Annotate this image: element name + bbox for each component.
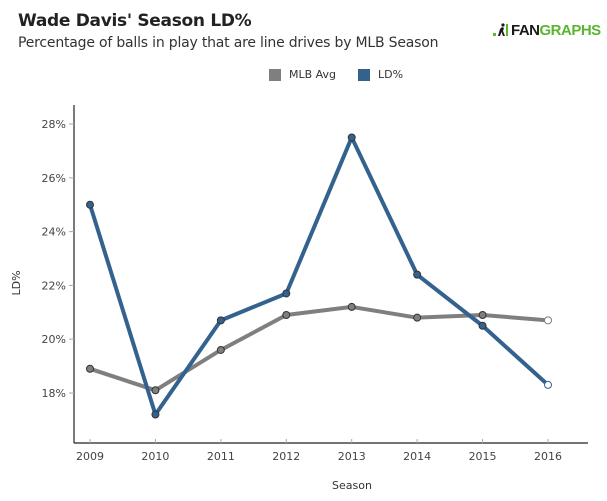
x-tick-label: 2010 [141, 450, 169, 463]
logo-text-fan: FAN [511, 21, 540, 39]
y-tick-label: 26% [42, 172, 66, 185]
x-tick-label: 2012 [272, 450, 300, 463]
x-tick-label: 2015 [469, 450, 497, 463]
data-point-ld [282, 289, 291, 298]
data-point-ld [544, 380, 552, 389]
data-point-ld [86, 200, 94, 209]
y-axis-label: LD% [10, 270, 23, 295]
series-line-ld [88, 135, 550, 417]
chart-subtitle: Percentage of balls in play that are lin… [18, 35, 439, 51]
data-point-mlb-avg [544, 316, 552, 325]
series-ld [86, 133, 552, 419]
x-axis-label: Season [332, 479, 372, 492]
chart-legend: MLB Avg LD% [269, 68, 425, 81]
y-tick-label: 28% [42, 118, 66, 131]
legend-label-ld: LD% [378, 68, 404, 81]
data-point-mlb-avg [151, 386, 160, 395]
x-tick-label: 2011 [207, 450, 235, 463]
data-point-mlb-avg [216, 345, 225, 354]
data-point-mlb-avg [478, 310, 487, 319]
legend-label-mlb-avg: MLB Avg [289, 68, 337, 81]
series-layer [86, 133, 552, 419]
data-point-ld [413, 270, 422, 279]
x-tick-label: 2013 [338, 450, 366, 463]
data-point-mlb-avg [413, 313, 422, 322]
series-mlb-avg [86, 302, 552, 395]
legend-swatch-ld [358, 68, 371, 81]
series-line-mlb-avg [88, 304, 550, 393]
x-tick-label: 2014 [403, 450, 431, 463]
axes: 18% 20% 22% 24% 26% 28% 2009 2010 2011 2012 2013 20… [42, 105, 588, 463]
legend-item-ld[interactable]: LD% [358, 68, 403, 81]
data-point-ld [347, 133, 356, 142]
x-tick-label: 2009 [76, 450, 104, 463]
data-point-ld [478, 321, 487, 330]
y-tick-label: 20% [42, 333, 66, 346]
logo-text-graphs: GRAPHS [539, 21, 602, 39]
y-tick-label: 22% [42, 279, 66, 292]
data-point-mlb-avg [86, 364, 94, 373]
data-point-mlb-avg [347, 302, 356, 311]
legend-item-mlb-avg[interactable]: MLB Avg [269, 68, 336, 81]
fangraphs-player-icon [493, 23, 508, 36]
data-point-mlb-avg [282, 310, 291, 319]
data-point-ld [151, 410, 160, 419]
y-tick-label: 24% [42, 226, 66, 239]
x-tick-label: 2016 [534, 450, 562, 463]
y-tick-label: 18% [42, 387, 66, 400]
data-point-ld [216, 316, 225, 325]
fangraphs-logo: FAN GRAPHS [493, 20, 601, 40]
legend-swatch-mlb-avg [269, 68, 281, 81]
chart-title: Wade Davis' Season LD% [18, 11, 252, 31]
